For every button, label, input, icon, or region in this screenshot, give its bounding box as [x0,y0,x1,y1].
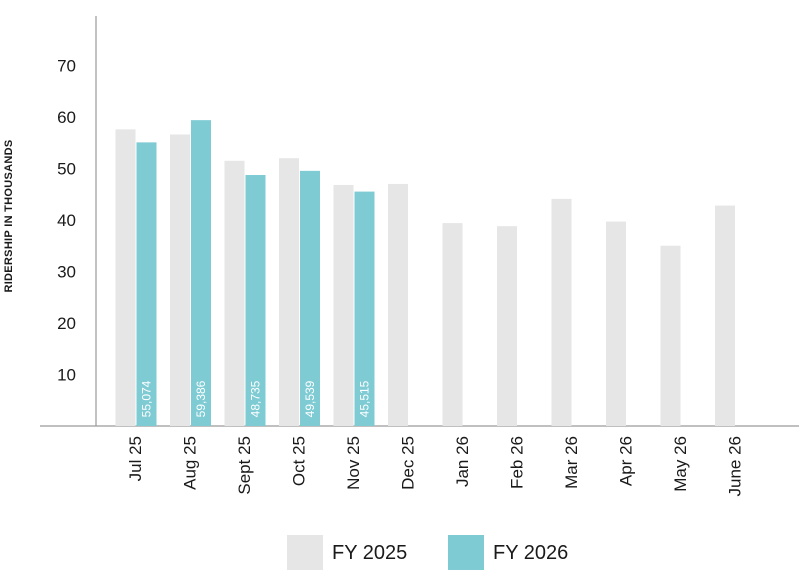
bar-fy2025 [551,198,572,426]
y-tick-label: 30 [57,263,76,282]
x-tick-label: Jul 25 [126,436,145,481]
y-tick-labels: 10 20 30 40 50 60 70 [57,57,76,385]
y-tick-label: 20 [57,314,76,333]
bar-fy2025 [388,183,408,426]
legend-swatch-fy2026 [448,535,484,570]
x-tick-label: Apr 26 [617,436,636,486]
x-tick-label: Nov 25 [344,436,363,490]
data-label-fy2026: 49,539 [303,380,317,417]
x-tick-label: Aug 25 [181,436,200,490]
x-tick-label: Feb 26 [508,436,527,489]
y-axis-label: RIDERSHIP IN THOUSANDS [3,139,15,292]
bar-fy2026 [191,120,211,426]
data-label-fy2026: 59,386 [194,380,208,417]
bar-fy2025 [660,245,681,426]
x-tick-label: May 26 [671,436,690,492]
y-tick-label: 70 [57,57,76,76]
bar-fy2025 [715,205,735,426]
bar-fy2025 [497,226,517,426]
x-tick-labels: Jul 25 Aug 25 Sept 25 Oct 25 Nov 25 Dec 25 Jan… [126,436,745,497]
x-tick-label: Oct 25 [290,436,309,486]
bar-fy2025 [606,221,626,426]
data-label-fy2026: 48,735 [249,380,263,417]
x-tick-label: Sept 25 [235,436,254,495]
data-label-fy2026: 55,074 [140,380,154,417]
legend-label: FY 2026 [493,542,568,564]
y-tick-label: 10 [57,366,76,385]
bar-fy2026 [300,170,320,426]
bar-fy2025 [224,160,245,426]
bar-fy2025 [170,134,190,426]
bar-fy2026 [245,175,266,426]
bar-fy2025 [115,129,136,427]
x-tick-label: Dec 25 [399,436,418,490]
x-tick-label: Mar 26 [562,436,581,489]
bar-fy2026 [354,191,375,426]
y-tick-label: 60 [57,108,76,127]
legend-swatch-fy2025 [287,535,323,570]
bar-fy2025 [333,184,354,426]
y-tick-label: 50 [57,160,76,179]
x-tick-label: Jan 26 [453,436,472,487]
bars-group: 55,074 59,386 48,735 49,539 45,515 [115,120,735,427]
legend: FY 2025 FY 2026 [287,535,568,570]
x-tick-label: June 26 [726,436,745,497]
data-label-fy2026: 45,515 [358,380,372,417]
bar-fy2025 [279,158,299,426]
y-tick-label: 40 [57,211,76,230]
bar-fy2026 [136,142,157,426]
bar-fy2025 [442,223,463,426]
legend-label: FY 2025 [332,542,407,564]
